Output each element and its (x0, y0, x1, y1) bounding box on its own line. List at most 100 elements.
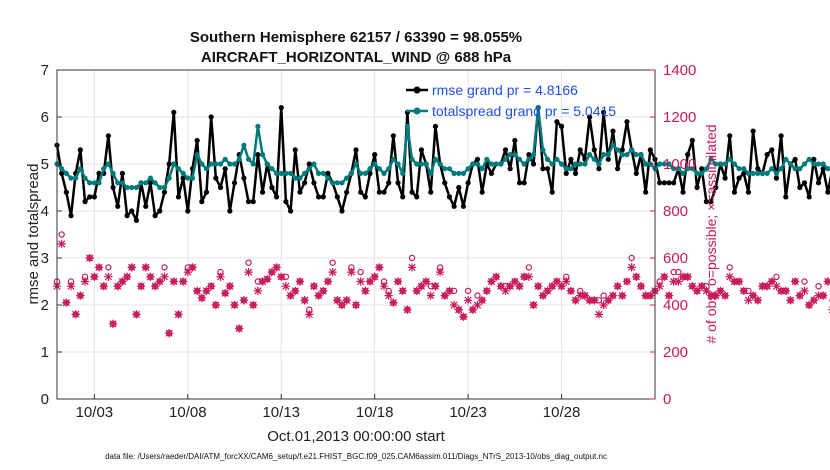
series-point-rmse (647, 147, 653, 153)
obs-possible-marker (81, 273, 89, 280)
series-point-totalspread (330, 180, 336, 186)
obs-possible-marker (558, 283, 565, 290)
plot-frame (56, 69, 656, 400)
obs-assimilated-marker (781, 286, 790, 296)
y-tick-label-left: 3 (41, 250, 49, 267)
obs-possible-marker (432, 283, 439, 290)
obs-possible-marker (147, 273, 154, 280)
obs-assimilated-marker (823, 277, 830, 286)
series-point-rmse (615, 166, 621, 172)
legend-label-rmse: rmse grand pr = 4.8166 (432, 82, 578, 98)
series-point-totalspread (558, 161, 565, 167)
obs-assimilated-marker (99, 282, 108, 291)
obs-possible-marker (366, 278, 374, 285)
series-point-totalspread (722, 161, 728, 167)
series-point-rmse (563, 170, 569, 176)
series-point-rmse (797, 184, 803, 191)
series-point-totalspread (105, 161, 111, 167)
series-point-rmse (283, 199, 289, 205)
obs-assimilated-marker (132, 310, 141, 319)
series-point-rmse (671, 180, 677, 186)
series-point-rmse (451, 203, 457, 209)
obs-assimilated-marker (192, 286, 202, 296)
series-point-totalspread (675, 166, 681, 172)
obs-assimilated-marker (328, 267, 337, 277)
obs-possible-marker (745, 287, 752, 295)
obs-possible-marker (422, 278, 430, 285)
series-point-rmse (115, 203, 121, 209)
series-point-rmse (334, 194, 340, 200)
obs-possible-marker (726, 264, 733, 271)
series-point-rmse (185, 208, 191, 214)
series-point-totalspread (381, 170, 387, 176)
series-point-totalspread (115, 180, 121, 186)
series-point-rmse (820, 166, 826, 172)
obs-assimilated-marker (655, 282, 664, 291)
obs-possible-marker (483, 287, 491, 295)
obs-possible-marker (128, 264, 135, 271)
series-point-rmse (241, 175, 247, 181)
obs-assimilated-marker (790, 277, 800, 286)
series-point-totalspread (512, 152, 518, 158)
series-point-totalspread (208, 161, 214, 167)
obs-assimilated-marker (150, 282, 160, 291)
series-point-rmse (741, 170, 747, 176)
obs-possible-marker (693, 287, 701, 295)
series-point-rmse (250, 199, 256, 205)
series-point-totalspread (302, 170, 308, 176)
series-point-rmse (601, 109, 607, 115)
y-tick-label-right: 1200 (663, 109, 696, 126)
obs-assimilated-marker (239, 296, 249, 305)
series-point-totalspread (694, 170, 700, 176)
obs-assimilated-marker (272, 263, 281, 272)
obs-possible-marker (348, 264, 355, 271)
series-point-rmse (143, 203, 149, 209)
y-tick-label-right: 600 (663, 250, 688, 267)
series-point-rmse (59, 170, 65, 176)
obs-possible-marker (207, 283, 215, 290)
series-point-totalspread (601, 152, 607, 158)
obs-possible-marker (240, 297, 248, 304)
series-point-totalspread (124, 184, 130, 191)
series-point-totalspread (400, 170, 406, 176)
series-point-totalspread (689, 166, 695, 172)
series-point-rmse (68, 213, 74, 219)
obs-possible-marker (441, 292, 448, 299)
series-point-totalspread (241, 142, 247, 148)
series-point-totalspread (68, 175, 74, 181)
series-point-rmse (199, 199, 205, 205)
series-point-rmse (680, 189, 686, 195)
series-point-totalspread (423, 161, 429, 167)
obs-assimilated-marker (720, 291, 730, 300)
obs-possible-marker (193, 287, 201, 295)
obs-assimilated-marker (361, 286, 370, 296)
obs-possible-marker (357, 268, 364, 276)
obs-assimilated-marker (814, 291, 823, 300)
obs-possible-marker (310, 283, 318, 290)
series-point-rmse (666, 180, 672, 186)
obs-assimilated-marker (473, 300, 482, 310)
series-point-totalspread (530, 152, 537, 158)
series-point-totalspread (516, 156, 523, 162)
series-point-totalspread (353, 161, 359, 167)
obs-assimilated-marker (207, 282, 216, 291)
series-point-totalspread (806, 156, 812, 162)
series-point-totalspread (287, 170, 294, 176)
series-point-totalspread (101, 166, 107, 172)
obs-assimilated-marker (594, 310, 604, 319)
series-point-totalspread (820, 161, 826, 167)
series-point-rmse (624, 119, 630, 125)
obs-possible-marker (320, 287, 327, 295)
obs-possible-marker (506, 283, 514, 290)
series-point-rmse (386, 180, 392, 186)
series-point-rmse (91, 194, 97, 200)
obs-possible-marker (161, 264, 168, 271)
series-point-totalspread (535, 105, 541, 111)
y-tick-label-left: 0 (41, 391, 49, 408)
series-point-rmse (161, 189, 168, 195)
obs-possible-marker (787, 297, 794, 304)
series-point-rmse (521, 180, 527, 186)
series-point-totalspread (372, 161, 378, 167)
series-point-rmse (488, 170, 495, 176)
obs-assimilated-marker (188, 263, 197, 272)
